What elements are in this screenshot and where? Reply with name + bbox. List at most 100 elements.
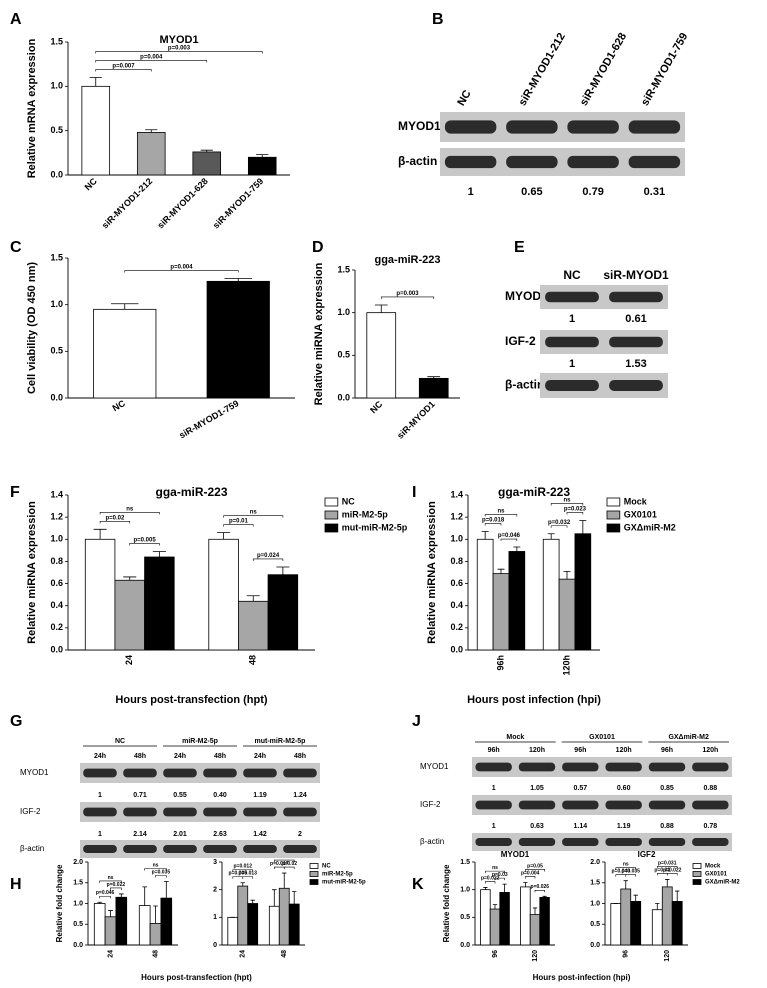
significance-bracket: [534, 890, 545, 893]
bar: [206, 280, 270, 399]
bar: [136, 132, 166, 176]
error-bar: [108, 910, 113, 917]
error-bar: [502, 883, 507, 893]
significance-bracket: [99, 521, 131, 524]
x-axis-label: Hours post infection (hpi): [467, 694, 601, 706]
bar: [366, 312, 397, 399]
group-label: NC: [115, 738, 125, 745]
y-tick-label: 1.5: [337, 264, 350, 274]
band-intensity: 1.19: [253, 792, 267, 799]
legend-label: GXΔmiR-M2: [624, 522, 676, 532]
blot-band: [203, 845, 237, 853]
error-bar: [217, 532, 231, 540]
row-label: β-actin: [420, 837, 444, 846]
legend-swatch: [324, 510, 339, 520]
p-value-label: p=0.026: [531, 884, 550, 890]
p-value-label: p=0.03: [492, 872, 508, 878]
error-bar: [532, 907, 538, 915]
p-value-label: p=0.022: [663, 867, 682, 873]
legend-swatch: [309, 871, 319, 877]
x-axis-label: Hours post-transfection (hpt): [115, 694, 267, 706]
bar: [492, 573, 510, 651]
error-bar: [374, 304, 388, 313]
bar: [144, 556, 175, 651]
significance-bracket: [615, 867, 637, 870]
bar: [93, 903, 106, 946]
band-intensity: 0.40: [213, 792, 227, 799]
legend-label: Mock: [705, 864, 721, 870]
blot-band: [567, 120, 619, 134]
x-tick-label: 120h: [561, 655, 571, 676]
blot-band: [283, 845, 317, 853]
p-value-label: p=0.02: [106, 515, 126, 521]
y-tick-label: 0.0: [50, 392, 63, 402]
legend-swatch: [606, 510, 621, 520]
x-tick-label: 24: [124, 655, 134, 665]
error-bar: [542, 895, 547, 898]
blot-band: [83, 845, 117, 853]
blot-band: [518, 838, 556, 846]
p-value-label: p=0.004: [170, 265, 193, 271]
blot-band: [83, 768, 117, 778]
y-tick-label: 1.5: [590, 880, 600, 887]
legend-label: NC: [342, 496, 355, 506]
lane-label: siR-MYOD1: [603, 268, 669, 282]
bar: [267, 574, 299, 651]
legend-swatch: [309, 879, 319, 885]
p-value-label: p=0.013: [238, 871, 257, 877]
p-value-label: p=0.007: [112, 64, 135, 70]
p-value-label: p=0.003: [168, 46, 191, 52]
band-intensity: 0.85: [660, 785, 674, 792]
blot-band: [283, 807, 317, 817]
blot-band: [562, 800, 599, 810]
y-tick-label: 0.5: [337, 350, 350, 360]
legend-label: GX0101: [624, 509, 657, 519]
band-intensity: 2: [298, 831, 302, 838]
y-tick-label: 0.0: [590, 942, 600, 949]
lane-label: 48h: [294, 753, 306, 760]
row-label: IGF-2: [20, 807, 41, 816]
error-bar: [97, 901, 103, 904]
y-axis-label: Relative miRNA expression: [26, 501, 38, 644]
bar: [278, 887, 290, 946]
bar: [661, 886, 673, 946]
error-bar: [427, 376, 441, 379]
significance-bracket: [484, 523, 502, 526]
significance-bracket: [525, 869, 545, 872]
bar: [93, 308, 157, 399]
group-label: Mock: [506, 734, 524, 741]
error-bar: [224, 278, 252, 282]
blot-band: [609, 291, 663, 303]
y-tick-label: 1.2: [450, 512, 463, 522]
error-bar: [93, 528, 107, 540]
significance-bracket: [666, 873, 678, 876]
band-intensity: 2.01: [173, 831, 187, 838]
x-tick-label: 120: [664, 950, 671, 962]
legend-swatch: [606, 497, 621, 507]
p-value-label: p=0.01: [654, 867, 670, 873]
p-value-label: ns: [126, 506, 134, 512]
bar: [489, 908, 501, 946]
plot-title: gga-miR-223: [155, 485, 227, 499]
blot-band: [243, 845, 277, 853]
x-tick-label: 96: [492, 950, 499, 958]
p-value-label: ns: [492, 865, 498, 871]
y-axis-label: Relative miRNA expression: [313, 262, 325, 405]
significance-bracket: [124, 270, 239, 273]
legend-label: NC: [322, 864, 331, 870]
blot-band: [243, 768, 277, 778]
legend-swatch: [606, 523, 621, 533]
y-tick-label: 0.5: [50, 125, 63, 135]
error-bar: [118, 893, 124, 898]
significance-bracket: [566, 512, 584, 515]
band-intensity: 1.24: [293, 792, 307, 799]
error-bar: [579, 520, 587, 534]
x-tick-label: 24: [240, 950, 247, 958]
blot-band: [506, 120, 558, 134]
bar: [476, 538, 494, 651]
significance-bracket: [95, 51, 263, 54]
error-bar: [152, 551, 166, 557]
blot-band: [692, 838, 729, 846]
p-value-label: p=0.022: [481, 875, 500, 881]
